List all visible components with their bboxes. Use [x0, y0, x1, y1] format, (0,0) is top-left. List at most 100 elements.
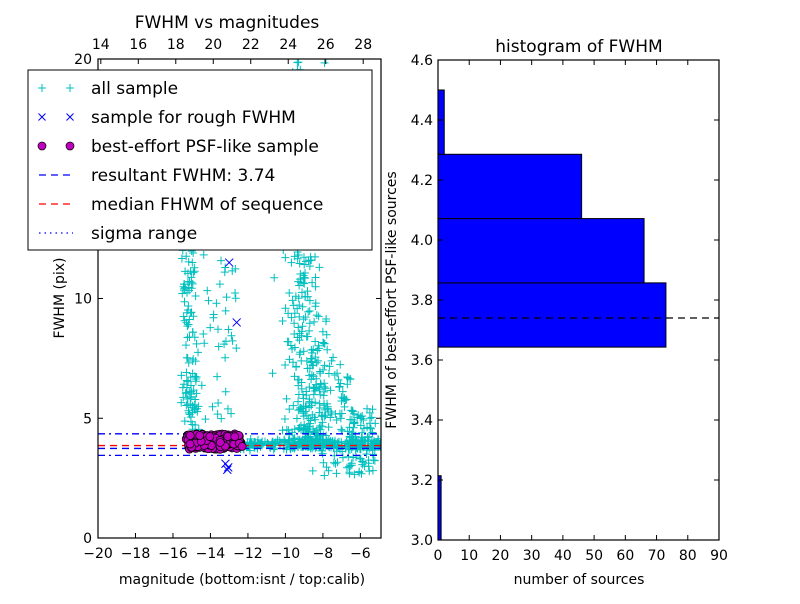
all-sample-point	[179, 312, 188, 321]
all-sample-point	[315, 404, 324, 413]
all-sample-point	[346, 374, 355, 383]
all-sample-point	[293, 59, 302, 67]
all-sample-point	[311, 282, 320, 291]
all-sample-point	[333, 369, 342, 378]
all-sample-point	[307, 370, 316, 379]
histogram-bar	[437, 282, 667, 348]
all-sample-point	[331, 459, 340, 468]
all-sample-point	[284, 426, 293, 435]
rough-fwhm-point	[221, 459, 230, 469]
all-sample-point	[337, 438, 346, 447]
legend-label: all sample	[91, 79, 178, 99]
all-sample-point	[294, 294, 303, 303]
hist-x-tick-label: 50	[585, 548, 603, 564]
plus-icon	[66, 84, 74, 92]
all-sample-point	[231, 294, 240, 303]
legend-label: sigma range	[91, 224, 197, 244]
all-sample-point	[177, 371, 186, 380]
all-sample-point	[350, 470, 359, 479]
all-sample-point	[183, 288, 192, 297]
all-sample-point	[204, 296, 213, 305]
all-sample-point	[203, 286, 212, 295]
all-sample-point	[336, 379, 345, 388]
all-sample-point	[301, 292, 310, 301]
all-sample-point	[320, 471, 329, 480]
all-sample-point	[194, 348, 203, 357]
all-sample-point	[308, 278, 317, 287]
all-sample-point	[349, 419, 358, 428]
all-sample-point	[200, 339, 209, 348]
legend-entry: sigma range	[39, 224, 197, 244]
all-sample-point	[191, 357, 200, 366]
legend-box	[27, 69, 373, 251]
all-sample-point	[341, 443, 350, 452]
all-sample-point	[324, 369, 333, 378]
all-sample-point	[293, 254, 302, 263]
all-sample-point	[355, 468, 364, 477]
x-tick-label: −18	[121, 546, 151, 562]
all-sample-point	[313, 346, 322, 355]
x-tick-label: −16	[158, 546, 188, 562]
all-sample-point	[270, 273, 279, 282]
all-sample-point	[185, 277, 194, 286]
all-sample-point	[288, 296, 297, 305]
all-sample-point	[287, 258, 296, 267]
all-sample-point	[177, 398, 186, 407]
all-sample-point	[251, 438, 260, 447]
x-tick-label: −14	[196, 546, 226, 562]
all-sample-point	[311, 273, 320, 282]
scatter-plot-area	[98, 59, 381, 480]
all-sample-point	[295, 350, 304, 359]
all-sample-point	[283, 337, 292, 346]
all-sample-point	[332, 469, 341, 478]
all-sample-point	[299, 412, 308, 421]
all-sample-point	[294, 323, 303, 332]
all-sample-point	[179, 393, 188, 402]
all-sample-point	[345, 469, 354, 478]
all-sample-point	[285, 289, 294, 298]
all-sample-point	[280, 415, 289, 424]
all-sample-point	[345, 445, 354, 454]
all-sample-point	[319, 399, 328, 408]
all-sample-point	[290, 372, 299, 381]
all-sample-point	[370, 456, 379, 465]
psf-like-point	[205, 432, 215, 441]
hist-y-tick-label: 4.0	[411, 233, 433, 249]
all-sample-point	[187, 284, 196, 293]
all-sample-point	[294, 406, 303, 415]
all-sample-point	[282, 394, 291, 403]
legend-label: resultant FWHM: 3.74	[91, 166, 275, 186]
all-sample-point	[178, 289, 187, 298]
all-sample-point	[184, 257, 193, 266]
scatter-y-axis-label: FWHM (pix)	[52, 258, 68, 339]
all-sample-point	[367, 413, 376, 422]
hist-y-tick-label: 3.0	[411, 533, 433, 549]
all-sample-point	[319, 339, 328, 348]
all-sample-point	[309, 361, 318, 370]
all-sample-point	[183, 333, 192, 342]
all-sample-point	[290, 309, 299, 318]
plus-icon	[38, 84, 46, 92]
all-sample-point	[329, 458, 338, 467]
all-sample-point	[368, 466, 377, 475]
hist-y-tick-label: 3.4	[411, 413, 433, 429]
all-sample-point	[336, 360, 345, 369]
all-sample-point	[213, 325, 222, 334]
all-sample-point	[295, 259, 304, 268]
all-sample-point	[186, 400, 195, 409]
all-sample-point	[289, 401, 298, 410]
x-icon	[66, 113, 74, 121]
psf-like-point	[185, 431, 195, 440]
all-sample-point	[293, 304, 302, 313]
all-sample-point	[363, 404, 372, 413]
all-sample-point	[311, 299, 320, 308]
all-sample-point	[284, 309, 293, 318]
all-sample-point	[181, 389, 190, 398]
all-sample-point	[313, 439, 322, 448]
all-sample-point	[227, 331, 236, 340]
all-sample-point	[228, 336, 237, 345]
all-sample-point	[312, 374, 321, 383]
all-sample-point	[297, 356, 306, 365]
all-sample-point	[306, 252, 315, 261]
